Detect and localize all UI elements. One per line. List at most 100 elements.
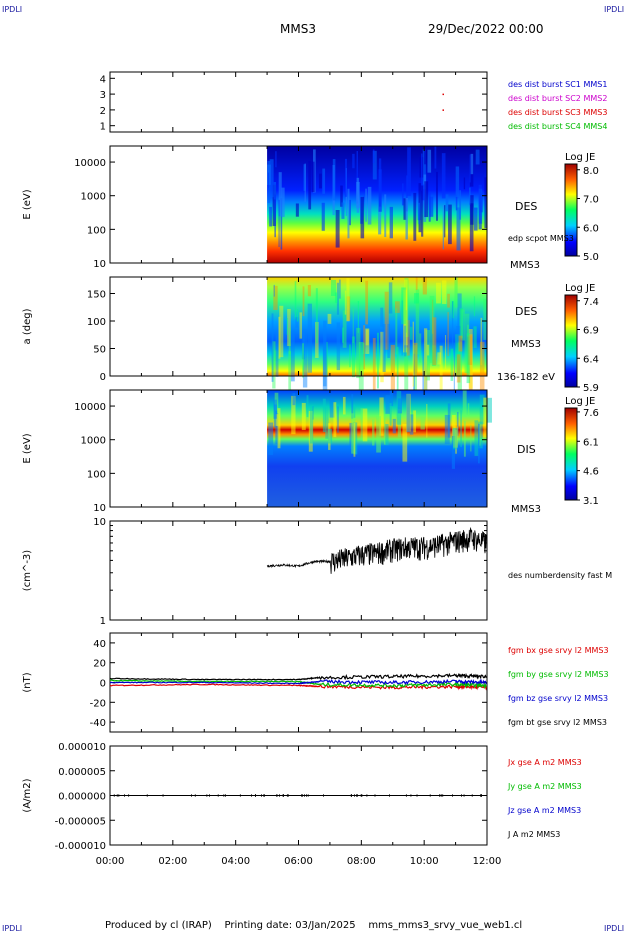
des-energy-texture	[278, 199, 280, 248]
des-pitch-texture	[356, 327, 361, 379]
des-energy-texture	[269, 159, 274, 198]
dis-energy-texture	[379, 397, 384, 436]
des-pitch-texture	[450, 348, 454, 381]
dis-energy-texture	[322, 398, 326, 433]
footer-line: Produced by cl (IRAP) Printing date: 03/…	[105, 920, 522, 931]
des-energy-texture	[365, 188, 367, 222]
des-energy-texture	[424, 181, 429, 218]
dis-energy-texture	[389, 390, 394, 407]
des-pitch-colorbar-label: 7.4	[583, 297, 599, 308]
des-energy-texture	[436, 171, 438, 221]
des-pitch-texture	[349, 344, 351, 368]
des-pitch-colorbar	[564, 294, 578, 388]
burst-legend-1: des dist burst SC1 MMS1	[508, 80, 607, 89]
dis-energy-texture	[383, 414, 386, 445]
des-energy-texture	[434, 146, 437, 169]
des-energy-texture	[378, 206, 382, 235]
des-pitch-texture	[458, 335, 463, 352]
dis-energy-texture	[362, 408, 368, 442]
des-pitch-texture	[401, 300, 403, 356]
des-pitch-texture	[376, 332, 379, 389]
dis-energy-texture	[457, 411, 459, 436]
des-energy-texture	[275, 151, 277, 168]
density-legend: des numberdensity fast M	[508, 571, 612, 580]
des-energy-texture	[473, 207, 478, 231]
burst-panel-ytick-label: 1	[100, 122, 106, 133]
des-energy-texture	[356, 151, 359, 204]
des-pitch-texture	[447, 312, 449, 356]
des-pitch-texture	[456, 354, 461, 383]
dis-energy-texture	[349, 422, 353, 450]
des-energy-texture	[407, 147, 411, 196]
des-energy-ytick-label: 1000	[81, 192, 106, 203]
des-pitch-texture	[422, 277, 427, 295]
dis-energy-texture	[477, 423, 480, 464]
dis-energy-texture	[467, 403, 470, 416]
des-pitch-texture	[429, 295, 435, 363]
des-pitch-texture	[346, 296, 351, 321]
des-energy-texture	[344, 158, 348, 197]
des-energy-colorbar	[564, 163, 578, 257]
bfield-line-0	[109, 683, 488, 691]
footer-printing-date: Printing date: 03/Jan/2025	[224, 920, 356, 931]
des-pitch-texture	[275, 330, 279, 377]
des-energy-texture	[322, 168, 326, 194]
des-pitch-texture	[483, 298, 487, 340]
des-pitch-texture	[457, 341, 462, 397]
des-pitch-spectrogram	[267, 277, 487, 376]
des-pitch-texture	[404, 278, 409, 338]
dis-energy-texture	[329, 398, 335, 418]
des-pitch-texture	[307, 303, 312, 373]
bfield-ytick-label: -20	[90, 698, 106, 709]
des-pitch-texture	[473, 326, 477, 348]
des-energy-texture	[332, 159, 336, 201]
des-energy-texture	[372, 149, 375, 164]
burst-legend-4: des dist burst SC4 MMS4	[508, 122, 607, 131]
des-energy-texture	[308, 160, 312, 210]
des-energy-texture	[470, 195, 474, 225]
des-energy-colorbar-label: 5.0	[583, 252, 599, 263]
des-energy-label-des: DES	[515, 200, 537, 213]
des-pitch-texture	[380, 331, 384, 383]
des-pitch-texture	[445, 335, 447, 369]
axes-layer: 1 2 3 4 des dist burst SC1 MMS1 des dist burs…	[22, 71, 612, 867]
des-energy-texture	[341, 202, 345, 219]
des-pitch-texture	[404, 347, 409, 392]
des-pitch-texture	[327, 313, 332, 324]
des-pitch-texture	[338, 279, 341, 299]
dis-energy-texture	[353, 422, 356, 457]
des-pitch-texture	[274, 350, 278, 362]
dis-energy-texture	[309, 405, 314, 444]
xaxis-tick-label: 12:00	[473, 856, 502, 867]
dis-energy-texture	[277, 408, 281, 449]
des-energy-texture	[384, 194, 387, 238]
dis-energy-texture	[385, 395, 390, 414]
des-pitch-label-energy: 136-182 eV	[497, 372, 555, 383]
des-pitch-texture	[413, 353, 415, 417]
current-legend-2: Jz gse A m2 MMS3	[507, 806, 581, 815]
bfield-ytick-label: -40	[90, 718, 106, 729]
des-pitch-texture	[403, 289, 407, 353]
dis-energy-texture	[275, 414, 279, 426]
xaxis-tick-label: 06:00	[284, 856, 313, 867]
des-pitch-texture	[432, 345, 436, 366]
dis-energy-texture	[470, 425, 472, 452]
dis-energy-ylabel: E (eV)	[22, 433, 33, 463]
des-energy-colorbar-label: 7.0	[583, 195, 599, 206]
burst-point	[442, 109, 444, 111]
footer-produced-by: Produced by cl (IRAP)	[105, 920, 212, 931]
des-energy-texture	[470, 153, 474, 175]
des-pitch-texture	[459, 307, 464, 339]
dis-energy-colorbar-label: 4.6	[583, 467, 599, 478]
des-energy-texture	[321, 202, 325, 231]
dis-energy-texture	[462, 390, 467, 417]
des-pitch-texture	[388, 282, 393, 314]
des-pitch-texture	[272, 341, 276, 389]
dis-energy-texture	[413, 410, 417, 433]
des-pitch-texture	[406, 320, 410, 356]
des-pitch-ytick-label: 100	[87, 317, 106, 328]
density-ylabel: (cm^-3)	[22, 550, 33, 591]
footer-filename: mms_mms3_srvy_vue_web1.cl	[368, 920, 523, 931]
des-energy-texture	[455, 166, 460, 197]
dis-energy-texture	[327, 428, 333, 444]
